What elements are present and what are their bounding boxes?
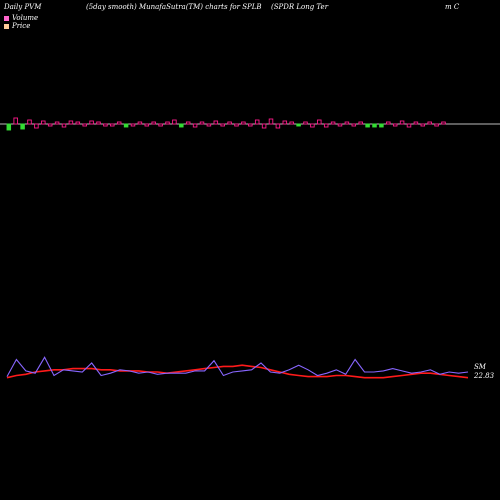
volume-bar	[289, 121, 294, 125]
volume-bar	[275, 123, 281, 129]
volume-bar	[96, 121, 101, 125]
volume-bar	[441, 121, 446, 125]
volume-bar	[103, 123, 108, 127]
volume-bar	[47, 123, 53, 127]
volume-bar	[282, 120, 288, 125]
volume-bar	[254, 119, 260, 125]
legend-volume-label: Volume	[12, 14, 39, 22]
chart-header-right-tail: m C	[445, 3, 460, 11]
volume-bar	[61, 123, 67, 128]
legend-price: Price	[4, 22, 30, 30]
volume-bar	[330, 121, 336, 125]
volume-bar	[34, 123, 39, 129]
volume-bar	[427, 121, 432, 125]
volume-bar	[351, 123, 357, 127]
last-value-label: 22.83	[473, 372, 495, 380]
volume-bar	[248, 123, 253, 127]
volume-bar	[296, 123, 301, 127]
volume-bar	[310, 123, 315, 128]
volume-bar	[413, 121, 419, 125]
volume-bar	[372, 123, 377, 128]
volume-bar	[386, 121, 391, 125]
volume-bar	[213, 120, 219, 125]
volume-bar	[365, 123, 370, 128]
volume-bar	[434, 123, 439, 127]
volume-bar	[392, 123, 398, 127]
legend-volume-swatch	[4, 15, 9, 21]
volume-bar	[268, 118, 274, 125]
volume-bar	[68, 120, 74, 125]
chart-header-left: Daily PVM	[4, 3, 42, 11]
volume-bar	[6, 123, 12, 131]
chart-header-title: (5day smooth) MunafaSutra(TM) charts for…	[86, 3, 262, 11]
price-series-line	[6, 356, 469, 377]
volume-bar	[261, 123, 267, 129]
price-series-line	[6, 364, 469, 379]
volume-bar	[158, 123, 163, 127]
volume-bar	[420, 123, 426, 127]
volume-bar	[220, 123, 225, 127]
volume-bar	[206, 123, 212, 127]
volume-bar	[234, 123, 239, 127]
volume-bar	[323, 123, 329, 128]
chart-header-right: (SPDR Long Ter	[271, 3, 329, 11]
volume-bar	[89, 120, 94, 125]
volume-bar	[303, 121, 308, 125]
volume-bar	[172, 119, 177, 125]
volume-bar	[144, 123, 150, 127]
volume-bar	[337, 123, 343, 127]
legend-price-label: Price	[12, 22, 31, 30]
volume-bar	[227, 121, 232, 125]
volume-bar	[27, 119, 32, 125]
volume-bar	[317, 119, 322, 125]
volume-bar	[192, 123, 198, 128]
volume-bar	[199, 121, 205, 125]
volume-bar	[241, 121, 246, 125]
volume-bar	[123, 123, 129, 128]
volume-bar	[358, 121, 363, 125]
volume-bar	[399, 120, 405, 125]
volume-bar	[185, 121, 191, 125]
volume-bar	[151, 121, 156, 125]
volume-bar	[116, 121, 122, 125]
legend-volume: Volume	[4, 14, 38, 22]
volume-bar	[41, 120, 46, 125]
volume-bar	[75, 121, 81, 125]
legend-price-swatch	[4, 23, 9, 29]
volume-bar	[137, 121, 143, 125]
volume-bar	[406, 123, 412, 128]
volume-bar	[54, 121, 60, 125]
volume-bar	[20, 123, 25, 130]
volume-bar	[344, 121, 350, 125]
volume-bar	[179, 123, 184, 128]
volume-bar	[165, 121, 170, 125]
volume-bar	[110, 123, 115, 127]
volume-bar	[379, 123, 384, 128]
volume-bar	[13, 117, 18, 125]
volume-bar	[82, 123, 87, 127]
series-tag-label: SM	[474, 363, 487, 371]
volume-bar	[130, 123, 136, 127]
